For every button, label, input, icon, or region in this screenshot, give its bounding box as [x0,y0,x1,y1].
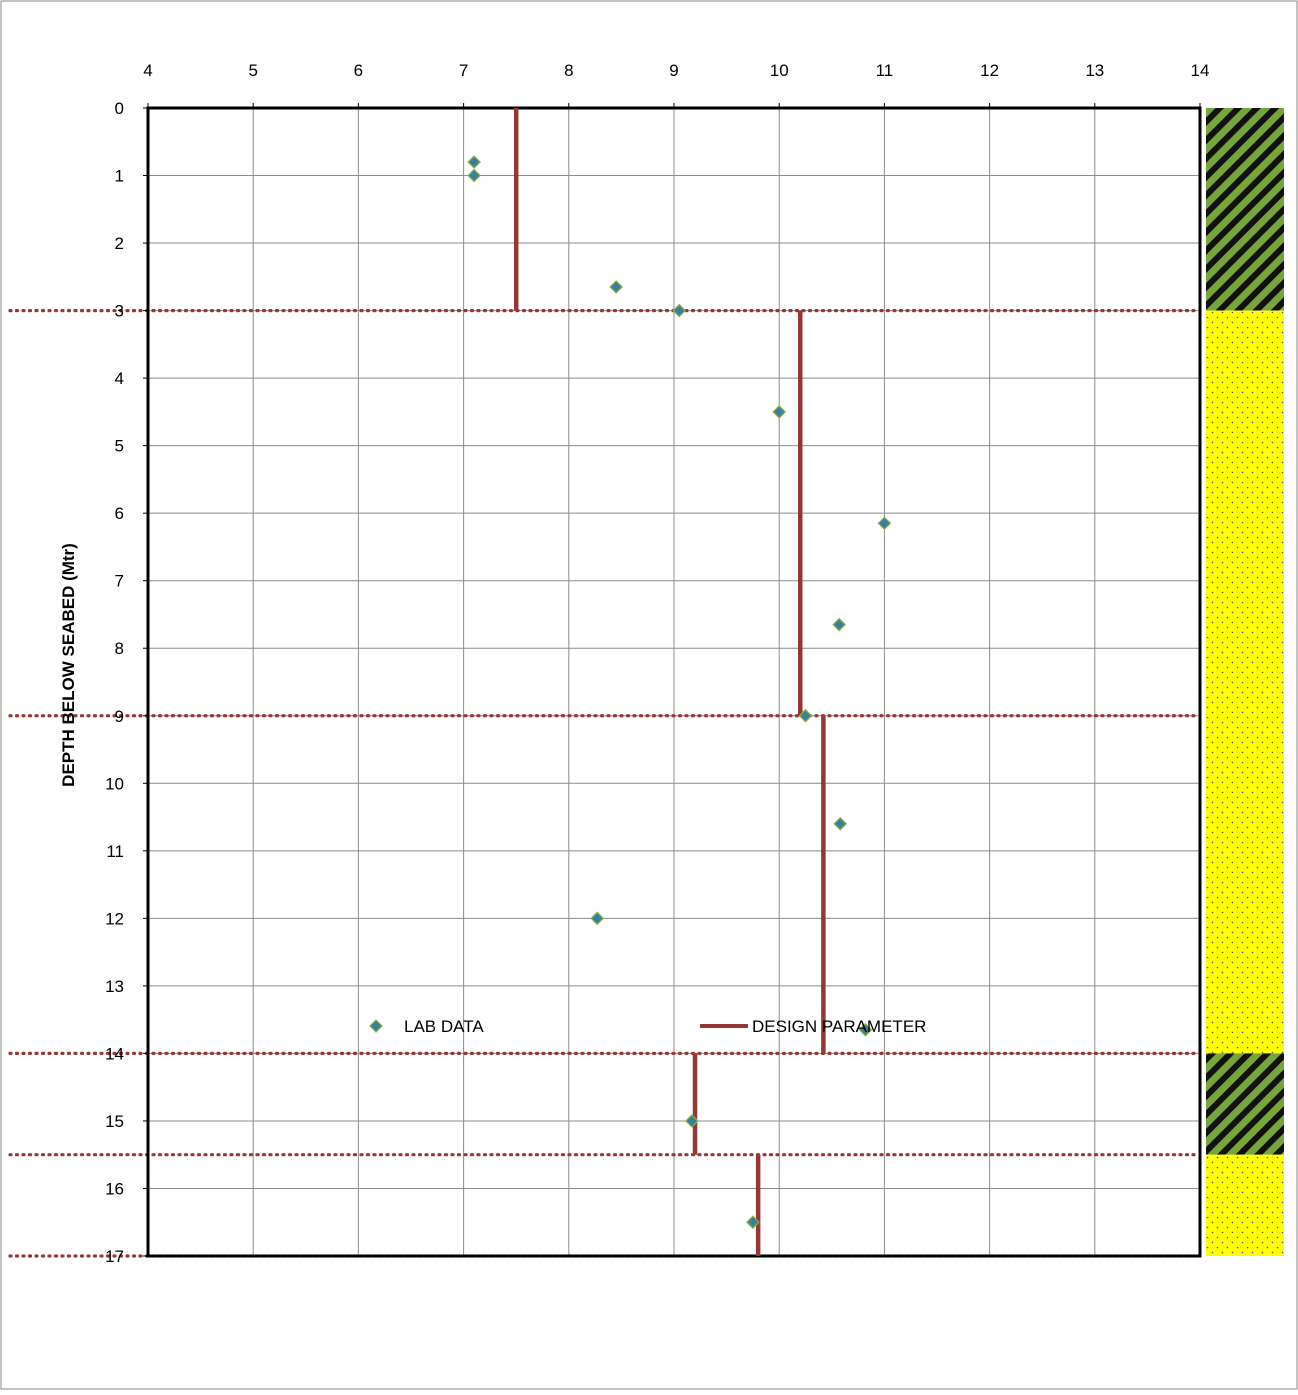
lab-data-point [685,1114,699,1128]
y-tick-label: 9 [115,707,124,726]
legend-label-lab-data: LAB DATA [404,1017,484,1036]
y-tick-label: 2 [115,234,124,253]
soil-column-layer [1206,1053,1284,1155]
y-tick-label: 12 [105,909,124,928]
legend: LAB DATA DESIGN PARAMETER [369,1017,926,1036]
lab-data-point [609,280,623,294]
lab-data-point [672,303,687,318]
x-tick-label: 8 [564,61,573,80]
y-tick-label: 15 [105,1112,124,1131]
lab-data-point [746,1215,760,1230]
lab-data-point [798,708,813,723]
legend-item-design-parameter: DESIGN PARAMETER [700,1017,926,1036]
lab-data-point [832,617,847,632]
y-tick-label: 10 [105,774,124,793]
lab-data-point [858,1022,873,1037]
y-tick-label: 0 [115,99,124,118]
y-tick-label: 6 [115,504,124,523]
x-tick-label: 7 [459,61,468,80]
x-tick-label: 10 [770,61,789,80]
legend-label-design-parameter: DESIGN PARAMETER [752,1017,926,1036]
lab-data-point [467,155,481,169]
legend-item-lab-data: LAB DATA [369,1017,484,1036]
y-tick-label: 14 [105,1044,124,1063]
soil-column-layer [1206,1154,1284,1256]
y-tick-label: 1 [115,167,124,186]
y-tick-label: 4 [115,369,124,388]
x-tick-label: 9 [669,61,678,80]
x-tick-label: 14 [1191,61,1210,80]
y-tick-label: 16 [105,1179,124,1198]
x-tick-label: 4 [143,61,152,80]
y-tick-label: 3 [115,302,124,321]
lab-data-point [590,911,605,926]
x-tick-label: 12 [980,61,999,80]
x-axis-ticks: 4 5 6 7 8 9 10 11 12 13 14 [143,61,1209,108]
y-axis-label: DEPTH BELOW SEABED (Mtr) [59,543,78,787]
lab-data-series [467,155,892,1230]
y-tick-label: 7 [115,572,124,591]
y-tick-label: 11 [106,842,124,861]
lab-data-point [467,168,481,183]
x-tick-label: 5 [248,61,257,80]
legend-diamond-icon [369,1019,383,1033]
soil-column-layer [1206,108,1284,311]
x-tick-label: 6 [354,61,363,80]
x-tick-label: 11 [876,61,894,80]
y-tick-label: 17 [105,1247,124,1266]
soil-column [1206,108,1284,1256]
y-tick-label: 8 [115,639,124,658]
x-tick-label: 13 [1085,61,1104,80]
lab-data-point [833,816,848,831]
design-parameter-series [513,108,826,1256]
y-tick-label: 13 [105,977,124,996]
y-tick-label: 5 [115,437,124,456]
soil-column-layer [1206,310,1284,1054]
lab-data-point [877,516,892,531]
lab-data-point [772,405,787,419]
